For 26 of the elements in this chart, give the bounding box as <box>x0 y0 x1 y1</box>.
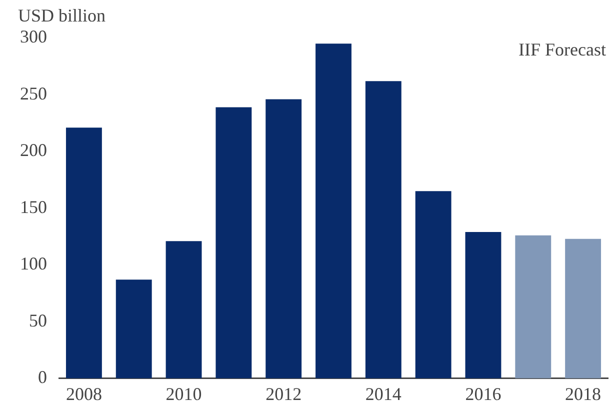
bar <box>365 81 402 378</box>
bar <box>316 44 352 378</box>
x-tick-label: 2018 <box>565 384 602 404</box>
bar <box>415 191 452 378</box>
x-tick-label: 2012 <box>266 384 302 404</box>
y-tick-label: 50 <box>29 310 47 330</box>
bar <box>216 107 252 378</box>
x-tick-label: 2008 <box>66 384 102 404</box>
y-tick-label: 100 <box>20 254 47 274</box>
x-tick-label: 2014 <box>365 384 402 404</box>
bar <box>266 99 302 378</box>
y-tick-label: 150 <box>20 196 47 217</box>
y-tick-label: 200 <box>20 140 47 160</box>
y-tick-label: 300 <box>20 26 47 47</box>
x-tick-label: 2010 <box>166 384 202 404</box>
y-axis-title: USD billion <box>18 6 106 26</box>
bar <box>66 128 102 378</box>
bar <box>465 232 502 378</box>
bar <box>166 241 202 378</box>
annotation: IIF Forecast <box>518 40 606 60</box>
x-tick-label: 2016 <box>465 384 502 404</box>
y-tick-label: 0 <box>38 367 47 388</box>
bar <box>565 238 602 378</box>
bar <box>116 280 152 378</box>
y-tick-label: 250 <box>20 83 47 104</box>
bar <box>515 235 552 378</box>
